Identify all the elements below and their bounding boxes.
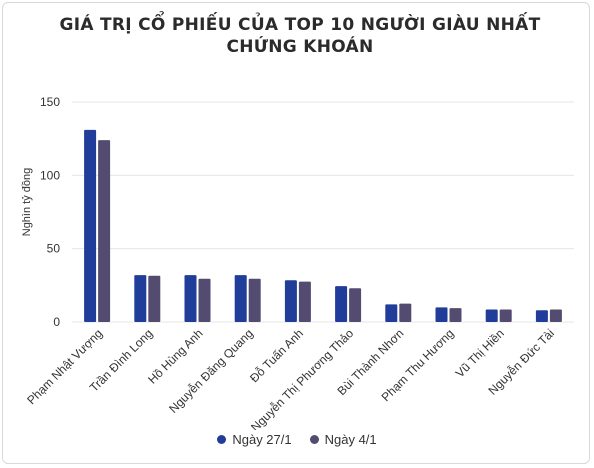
bar-series-1-6 (385, 304, 398, 322)
y-tick-label-3: 150 (40, 95, 60, 109)
legend-marker-series-1 (217, 435, 227, 444)
bar-series-1-2 (184, 275, 197, 322)
bar-series-2-7 (449, 308, 462, 322)
bar-series-1-8 (485, 309, 498, 322)
legend-marker-series-2 (309, 435, 319, 444)
bar-series-2-0 (98, 140, 111, 322)
bar-series-2-6 (399, 303, 412, 322)
legend-item-series-2[interactable]: Ngày 4/1 (309, 432, 377, 447)
legend-label-series-2: Ngày 4/1 (324, 432, 377, 447)
bar-series-1-4 (284, 280, 297, 322)
bar-series-1-5 (335, 286, 348, 322)
y-tick-label-1: 50 (47, 242, 61, 256)
bar-series-1-3 (234, 275, 247, 322)
bar-series-1-0 (84, 129, 97, 322)
bar-series-1-7 (435, 307, 448, 322)
y-tick-label-0: 0 (53, 315, 60, 329)
y-axis-title: Nghìn tỷ đồng (21, 168, 33, 237)
chart-title: GIÁ TRỊ CỔ PHIẾU CỦA TOP 10 NGƯỜI GIÀU N… (59, 15, 541, 57)
bar-series-1-1 (134, 275, 147, 322)
bar-series-2-5 (349, 288, 362, 322)
bar-series-2-2 (198, 278, 211, 322)
bar-series-2-1 (148, 275, 161, 322)
bar-series-2-3 (248, 278, 261, 322)
chart-legend: Ngày 27/1 Ngày 4/1 (0, 432, 594, 447)
legend-item-series-1[interactable]: Ngày 27/1 (217, 432, 292, 447)
bar-series-1-9 (535, 310, 548, 322)
x-tick-label-3: Nguyễn Đăng Quang (165, 326, 255, 416)
bar-series-2-8 (499, 309, 512, 322)
x-tick-label-0: Phạm Nhật Vượng (24, 326, 105, 407)
bar-series-2-9 (549, 309, 562, 322)
bar-series-2-4 (298, 281, 311, 322)
y-tick-label-2: 100 (40, 168, 60, 182)
x-tick-label-8: Vũ Thị Hiền (453, 326, 507, 380)
legend-label-series-1: Ngày 27/1 (232, 432, 292, 447)
